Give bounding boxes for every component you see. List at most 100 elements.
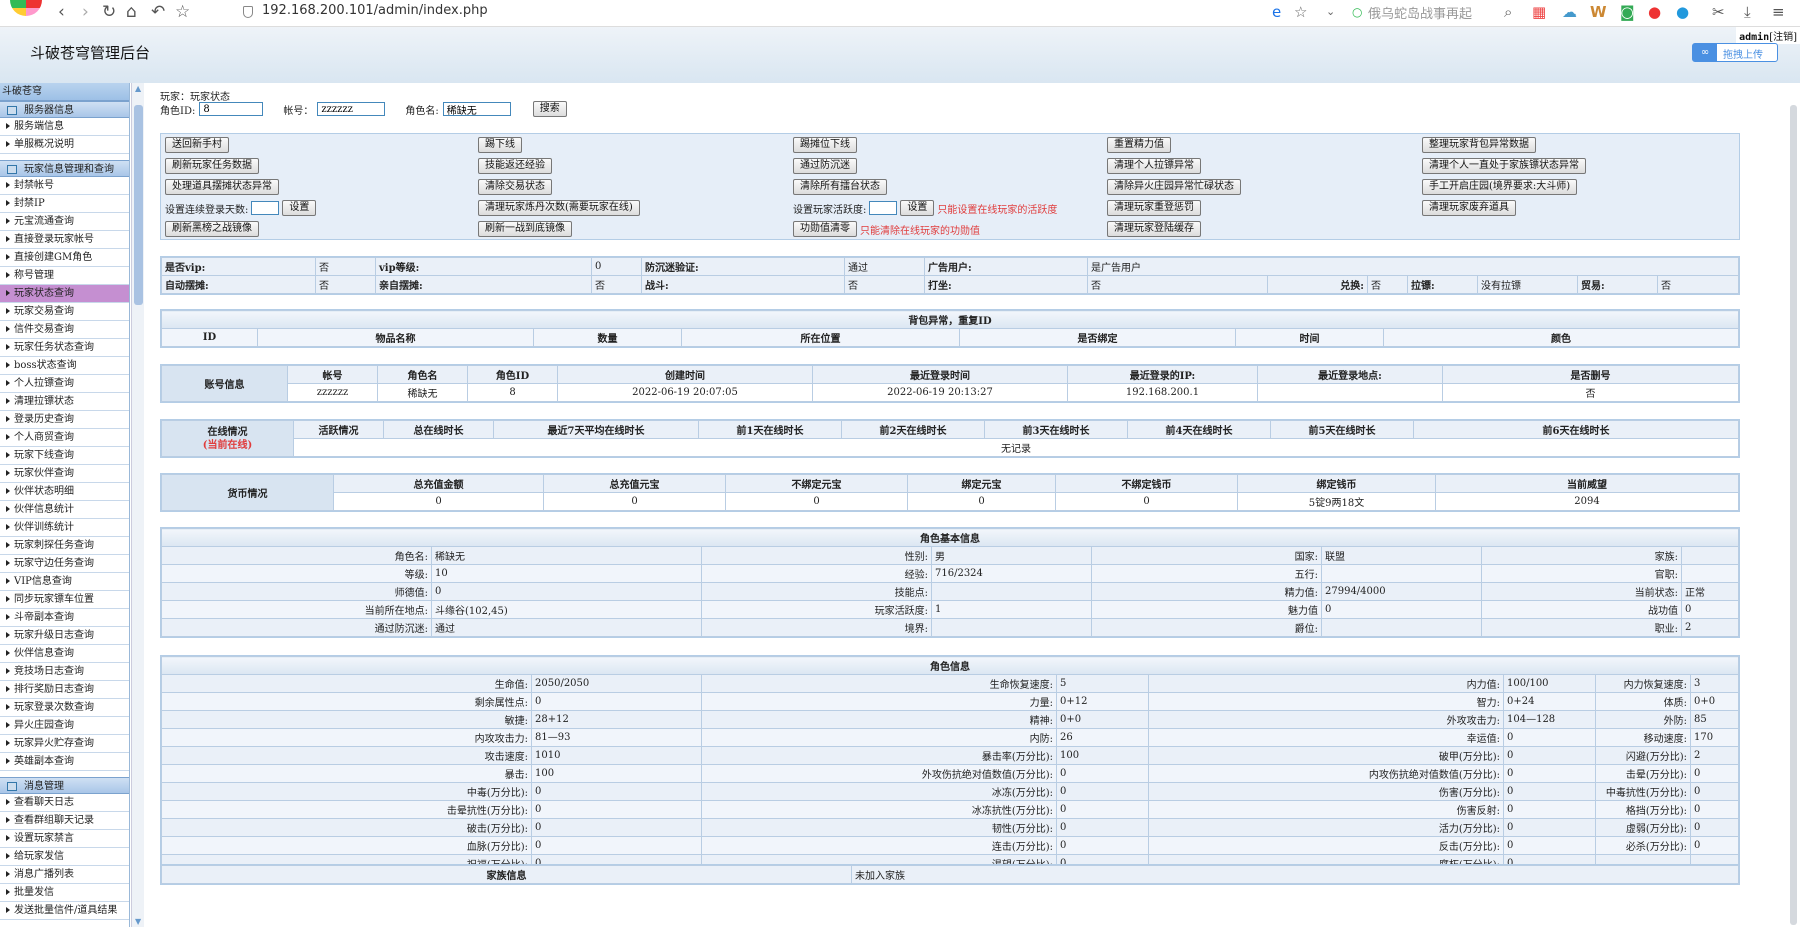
clear-escort-error-button[interactable]: 清理个人拉镖异常 [1107,158,1201,174]
drag-upload-button[interactable]: ∞ 拖拽上传 [1692,43,1778,62]
sidebar-item[interactable]: 清理拉镖状态 [0,393,129,411]
clear-trade-state-button[interactable]: 清除交易状态 [478,179,552,195]
scroll-down-icon[interactable]: ▼ [135,917,142,926]
home-icon[interactable]: ⌂ [126,2,137,22]
clear-alchemy-count-button[interactable]: 清理玩家炼丹次数(需要玩家在线) [478,200,640,216]
scroll-up-icon[interactable]: ▲ [135,84,142,93]
sidebar-item[interactable]: 批量发信 [0,884,129,902]
sidebar-item[interactable]: 斗帝副本查询 [0,609,129,627]
clear-family-escort-error-button[interactable]: 清理个人一直处于家族镖状态异常 [1422,158,1586,174]
sidebar-item[interactable]: 玩家登录次数查询 [0,699,129,717]
forward-icon[interactable]: › [82,2,89,22]
sidebar-scroll-thumb[interactable] [134,105,143,305]
sidebar-item[interactable]: 元宝流通查询 [0,213,129,231]
set-login-days-button[interactable]: 设置 [282,200,317,216]
account-input[interactable] [317,102,386,116]
sidebar-item[interactable]: 英雄副本查询 [0,753,129,771]
refresh-task-data-button[interactable]: 刷新玩家任务数据 [165,158,259,174]
undo-icon[interactable]: ↶ [151,2,166,22]
sidebar-item[interactable]: 竞技场日志查询 [0,663,129,681]
search-icon[interactable]: ⌕ [1504,3,1513,21]
sidebar-item[interactable]: 玩家伙伴查询 [0,465,129,483]
bookmark-star-icon[interactable]: ☆ [1294,3,1308,21]
sidebar-item[interactable]: 玩家交易查询 [0,303,129,321]
clear-arena-state-button[interactable]: 清除所有擂台状态 [793,179,887,195]
sidebar-item[interactable]: 个人拉镖查询 [0,375,129,393]
set-activity-button[interactable]: 设置 [900,200,935,216]
sidebar-item[interactable]: 发送批量信件/道具结果 [0,902,129,920]
role-name-input[interactable] [442,102,511,116]
sidebar-item[interactable]: 信件交易查询 [0,321,129,339]
menu-icon[interactable]: ≡ [1772,3,1785,21]
page-scroll-thumb[interactable] [1790,105,1797,925]
sidebar-item[interactable]: 直接创建GM角色 [0,249,129,267]
kick-stall-offline-button[interactable]: 踢摊位下线 [793,137,857,153]
sidebar-scrollbar[interactable]: ▲ ▼ [131,83,144,927]
sidebar-item[interactable]: 个人商贸查询 [0,429,129,447]
activity-input[interactable] [869,201,898,215]
clear-manor-busy-button[interactable]: 清除异火庄园异常忙碌状态 [1107,179,1241,195]
logout-link[interactable]: [注销] [1769,32,1797,43]
sidebar-item[interactable]: 消息广播列表 [0,866,129,884]
reset-energy-button[interactable]: 重置精力值 [1107,137,1171,153]
sidebar-item[interactable]: 异火庄园查询 [0,717,129,735]
sidebar-item[interactable]: 直接登录玩家帐号 [0,231,129,249]
sidebar-item[interactable]: 伙伴状态明细 [0,483,129,501]
kick-offline-button[interactable]: 踢下线 [478,137,522,153]
wps-icon[interactable]: W [1590,3,1607,21]
sidebar-item[interactable]: 查看聊天日志 [0,794,129,812]
page-scrollbar[interactable] [1787,95,1800,927]
ie-mode-icon[interactable]: e [1272,3,1282,21]
clear-discarded-items-button[interactable]: 清理玩家废弃道具 [1422,200,1516,216]
send-to-novice-village-button[interactable]: 送回新手村 [165,137,229,153]
sidebar-item[interactable]: 玩家任务状态查询 [0,339,129,357]
sidebar-section-header[interactable]: 服务器信息 [0,101,129,118]
address-bar[interactable]: 192.168.200.101/admin/index.php [262,3,488,18]
dropdown-chevron-icon[interactable]: ⌄ [1326,5,1336,18]
sidebar-item[interactable]: 同步玩家镖车位置 [0,591,129,609]
chat-icon[interactable]: ◙ [1620,3,1635,21]
sidebar-item[interactable]: 玩家状态查询 [0,285,129,303]
reset-merit-button[interactable]: 功勋值清零 [793,221,857,237]
sidebar-item[interactable]: 玩家刺探任务查询 [0,537,129,555]
scissors-icon[interactable]: ✂ [1712,3,1725,21]
sidebar-item[interactable]: 玩家下线查询 [0,447,129,465]
open-manor-button[interactable]: 手工开启庄园(境界要求:大斗师) [1422,179,1578,195]
sidebar-item[interactable]: VIP信息查询 [0,573,129,591]
refresh-blacklist-mirror-button[interactable]: 刷新黑榜之战镜像 [165,221,259,237]
skill-refund-exp-button[interactable]: 技能返还经验 [478,158,552,174]
sidebar-item[interactable]: 排行奖励日志查询 [0,681,129,699]
sidebar-item[interactable]: 查看群组聊天记录 [0,812,129,830]
apps-grid-icon[interactable]: ▦ [1532,3,1547,21]
sidebar-item[interactable]: 伙伴信息统计 [0,501,129,519]
sidebar-item[interactable]: 封禁帐号 [0,177,129,195]
download-icon[interactable]: ⤓ [1744,3,1751,21]
weibo-icon[interactable]: ● [1648,3,1662,21]
favorite-star-icon[interactable]: ☆ [175,2,191,22]
sidebar-item[interactable]: 称号管理 [0,267,129,285]
browser-search-box[interactable]: 俄乌蛇岛战事再起 [1368,7,1473,22]
sidebar-item[interactable]: boss状态查询 [0,357,129,375]
sidebar-item[interactable]: 给玩家发信 [0,848,129,866]
sidebar-item[interactable]: 服务端信息 [0,118,129,136]
sidebar-item[interactable]: 玩家异火贮存查询 [0,735,129,753]
sidebar-section-header[interactable]: 玩家信息管理和查询 [0,160,129,177]
sidebar-item[interactable]: 登录历史查询 [0,411,129,429]
cloud-icon[interactable]: ☁ [1562,3,1577,21]
login-days-input[interactable] [251,201,280,215]
sidebar-section-header[interactable]: 消息管理 [0,777,129,794]
clear-relogin-penalty-button[interactable]: 清理玩家重登惩罚 [1107,200,1201,216]
pass-anti-addiction-button[interactable]: 通过防沉迷 [793,158,857,174]
sidebar-item[interactable]: 封禁IP [0,195,129,213]
fix-item-stall-button[interactable]: 处理道具摆摊状态异常 [165,179,279,195]
sidebar-item[interactable]: 玩家升级日志查询 [0,627,129,645]
role-id-input[interactable] [199,102,264,116]
fix-bag-data-button[interactable]: 整理玩家背包异常数据 [1422,137,1536,153]
shopping-icon[interactable]: ● [1676,3,1690,21]
search-button[interactable]: 搜索 [532,101,567,117]
sidebar-item[interactable]: 设置玩家禁言 [0,830,129,848]
sidebar-item[interactable]: 伙伴信息查询 [0,645,129,663]
reload-icon[interactable]: ↻ [102,2,117,22]
refresh-fight-mirror-button[interactable]: 刷新一战到底镜像 [478,221,572,237]
sidebar-item[interactable]: 单服概况说明 [0,136,129,154]
